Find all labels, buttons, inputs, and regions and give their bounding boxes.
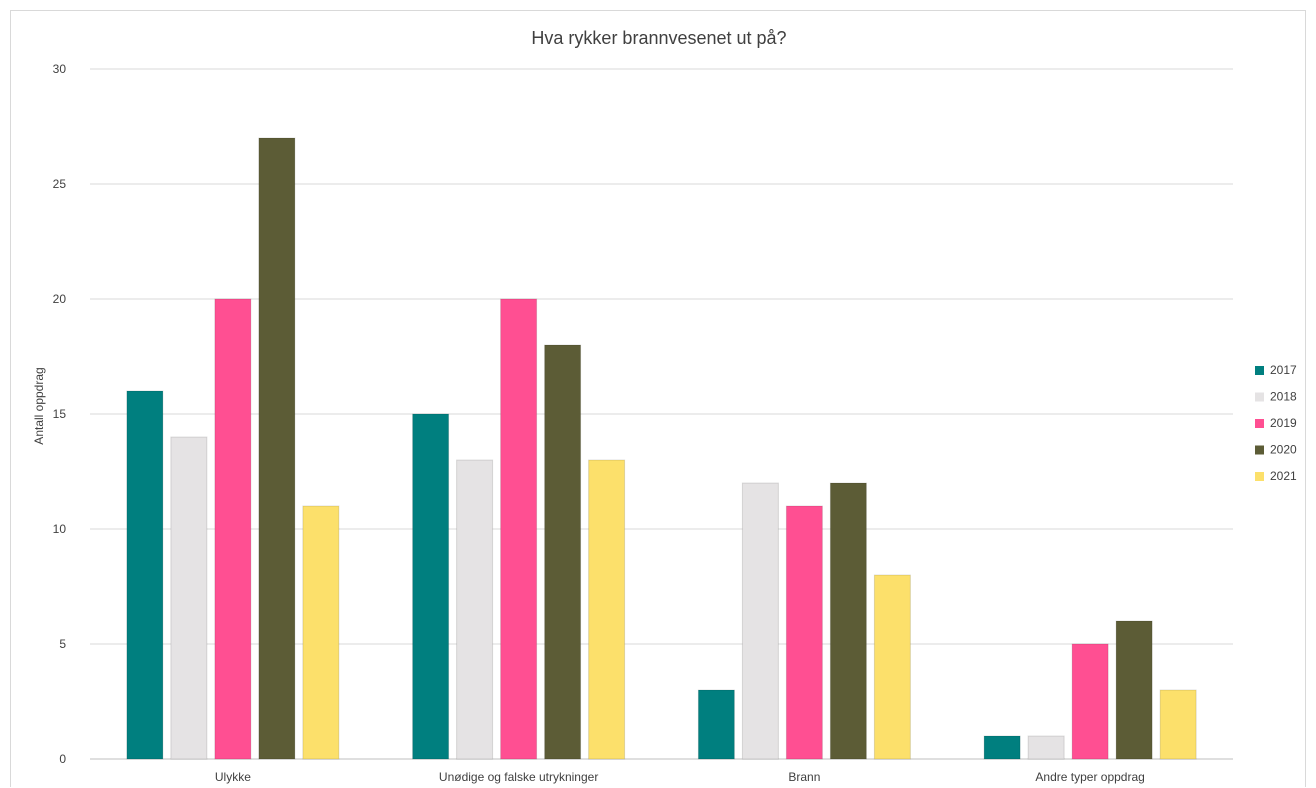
bars	[126, 137, 1197, 760]
legend-swatch	[1255, 419, 1264, 428]
bar	[697, 689, 735, 760]
bar	[500, 298, 538, 760]
bar	[829, 482, 867, 760]
bar	[983, 735, 1021, 760]
y-tick-label: 5	[59, 637, 66, 651]
bar	[1115, 620, 1153, 760]
bar	[873, 574, 911, 760]
bar	[741, 482, 779, 760]
legend-swatch	[1255, 392, 1264, 402]
legend-label: 2019	[1270, 416, 1297, 430]
bar	[126, 390, 164, 760]
bar	[258, 137, 296, 760]
legend-label: 2017	[1270, 363, 1297, 377]
legend: 2017 2018 2019 2020 2021	[1255, 363, 1297, 483]
chart-title: Hva rykker brannvesenet ut på?	[531, 28, 786, 48]
bar	[456, 459, 494, 760]
y-axis-ticks: 0 5 10 15 20 25 30	[53, 62, 67, 766]
bar-chart: Hva rykker brannvesenet ut på? 051015202…	[32, 28, 1297, 784]
y-tick-label: 0	[59, 752, 66, 766]
y-tick-label: 20	[53, 292, 67, 306]
legend-swatch	[1255, 472, 1264, 481]
bar	[214, 298, 252, 760]
y-axis-title: Antall oppdrag	[32, 367, 46, 444]
x-category-label: Unødige og falske utrykninger	[439, 770, 598, 784]
bar	[1027, 735, 1065, 760]
legend-swatch	[1255, 445, 1264, 455]
x-category-label: Andre typer oppdrag	[1035, 770, 1144, 784]
x-category-label: Brann	[788, 770, 820, 784]
chart-frame: Hva rykker brannvesenet ut på? 0 5 10 15 20 2…	[10, 10, 1306, 787]
bar	[412, 413, 450, 760]
bar	[1159, 689, 1197, 760]
legend-label: 2020	[1270, 443, 1297, 457]
y-tick-label: 10	[53, 522, 67, 536]
legend-swatch	[1255, 366, 1264, 375]
bar	[170, 436, 208, 760]
legend-label: 2018	[1270, 390, 1297, 404]
y-tick-label: 25	[53, 177, 67, 191]
x-axis-categories: Ulykke Unødige og falske utrykninger Brann…	[215, 770, 1145, 784]
bar	[1071, 643, 1109, 760]
legend-label: 2021	[1270, 469, 1297, 483]
bar	[544, 344, 582, 760]
y-tick-label: 30	[53, 62, 67, 76]
bar	[302, 505, 340, 760]
bar	[588, 459, 626, 760]
x-category-label: Ulykke	[215, 770, 251, 784]
y-tick-label: 15	[53, 407, 67, 421]
bar	[785, 505, 823, 760]
